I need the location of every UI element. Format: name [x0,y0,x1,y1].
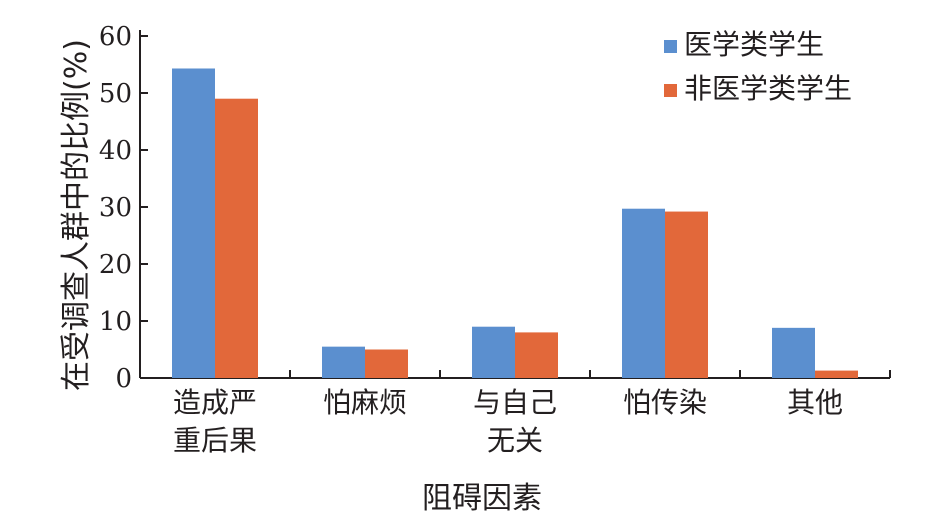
legend-label-1: 医学类学生 [684,28,824,61]
x-axis-title: 阻碍因素 [422,481,542,516]
legend-swatch-1 [664,40,677,53]
y-tick-label: 20 [99,250,132,280]
bar-series-2-1 [215,98,258,378]
x-tick-label: 重后果 [173,424,257,457]
x-tick-label: 造成严 [173,386,257,419]
x-tick-label: 其他 [787,386,843,419]
bar-series-1-1 [172,68,215,379]
bar-series-2-4 [665,211,708,378]
bars [172,68,858,379]
bar-series-1-5 [772,327,815,378]
bar-series-2-5 [815,370,858,378]
y-tick-label: 60 [99,22,132,52]
x-tick-label: 怕传染 [623,386,707,419]
x-tick-label: 无关 [487,424,543,457]
bar-series-2-2 [365,349,408,378]
x-tick-label: 怕麻烦 [323,386,407,419]
bar-series-1-3 [472,326,515,378]
y-axis-title: 在受调查人群中的比例(%) [59,39,94,391]
bar-series-2-3 [515,332,558,378]
y-tick-label: 40 [99,136,132,166]
y-axis: 0 10 20 30 40 50 60 [99,22,148,394]
legend-label-2: 非医学类学生 [684,72,852,105]
y-tick-label: 10 [99,307,132,337]
legend-swatch-2 [664,84,677,97]
y-tick-label: 30 [99,193,132,223]
x-tick-label: 与自己 [473,386,557,419]
bar-series-1-2 [322,346,365,378]
bar-series-1-4 [622,208,665,378]
y-tick-label: 50 [99,79,132,109]
y-tick-label: 0 [115,364,132,394]
